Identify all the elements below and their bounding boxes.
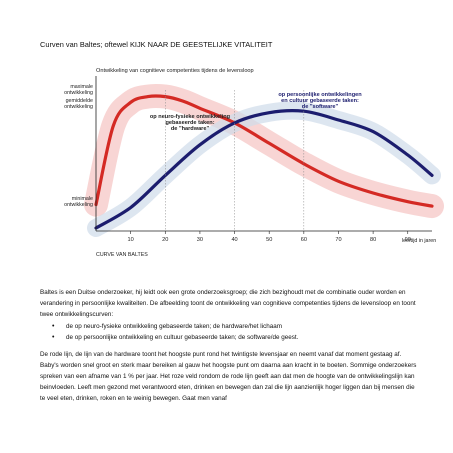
x-axis-unit-label: leeftijd in jaren <box>402 238 436 244</box>
paragraph-explanation: De rode lijn, de lijn van de hardware to… <box>40 351 417 402</box>
x-tick-label: 60 <box>301 237 307 243</box>
red-series-label-1: op neuro-fysieke ontwikkeling <box>150 114 231 120</box>
series-line-hardware <box>94 94 434 208</box>
chart-title: Ontwikkeling van cognitieve competenties… <box>96 68 254 74</box>
y-label-top-2: ontwikkeling <box>64 90 93 96</box>
x-axis-label: CURVE VAN BALTES <box>96 252 148 258</box>
x-tick-label: 50 <box>266 237 272 243</box>
red-series-label-3: de "hardware" <box>171 126 210 132</box>
y-label-bottom-2: ontwikkeling <box>64 202 93 208</box>
blue-series-label-3: de "software" <box>302 104 339 110</box>
blue-series-label-1: op persoonlijke ontwikkelingen <box>278 92 362 98</box>
chart-axes: 10 20 30 40 50 60 70 80 90 <box>95 76 432 243</box>
x-tick-label: 80 <box>370 237 376 243</box>
x-tick-label: 70 <box>335 237 341 243</box>
page-heading: Curven van Baltes; oftewel KIJK NAAR DE … <box>40 40 273 49</box>
y-label-top-1: maximale <box>70 84 93 90</box>
paragraph-intro: Baltes is een Duitse onderzoeker, hij le… <box>40 289 416 318</box>
band-hardware <box>84 83 444 219</box>
band-software <box>87 101 441 237</box>
chart-lines <box>94 94 434 230</box>
series-line-software <box>94 109 434 230</box>
x-tick-label: 10 <box>128 237 134 243</box>
bullet-item-software: de op persoonlijke ontwikkeling en cultu… <box>40 333 420 344</box>
blue-series-label-2: en cultuur gebaseerde taken: <box>281 98 359 104</box>
x-tick-label: 40 <box>231 237 237 243</box>
y-label-upper-1: gemiddelde <box>66 98 93 104</box>
chart-bands <box>84 83 444 237</box>
x-tick-label: 90 <box>405 237 411 243</box>
bullet-item-hardware: de op neuro-fysieke ontwikkeling gebasee… <box>40 322 420 333</box>
x-tick-label: 20 <box>162 237 168 243</box>
red-series-label-2: gebaseerde taken: <box>165 120 214 126</box>
x-tick-label: 30 <box>197 237 203 243</box>
y-label-bottom-1: minimale <box>72 196 93 202</box>
bullet-list: de op neuro-fysieke ontwikkeling gebasee… <box>40 322 420 343</box>
y-label-upper-2: ontwikkeling <box>64 104 93 110</box>
